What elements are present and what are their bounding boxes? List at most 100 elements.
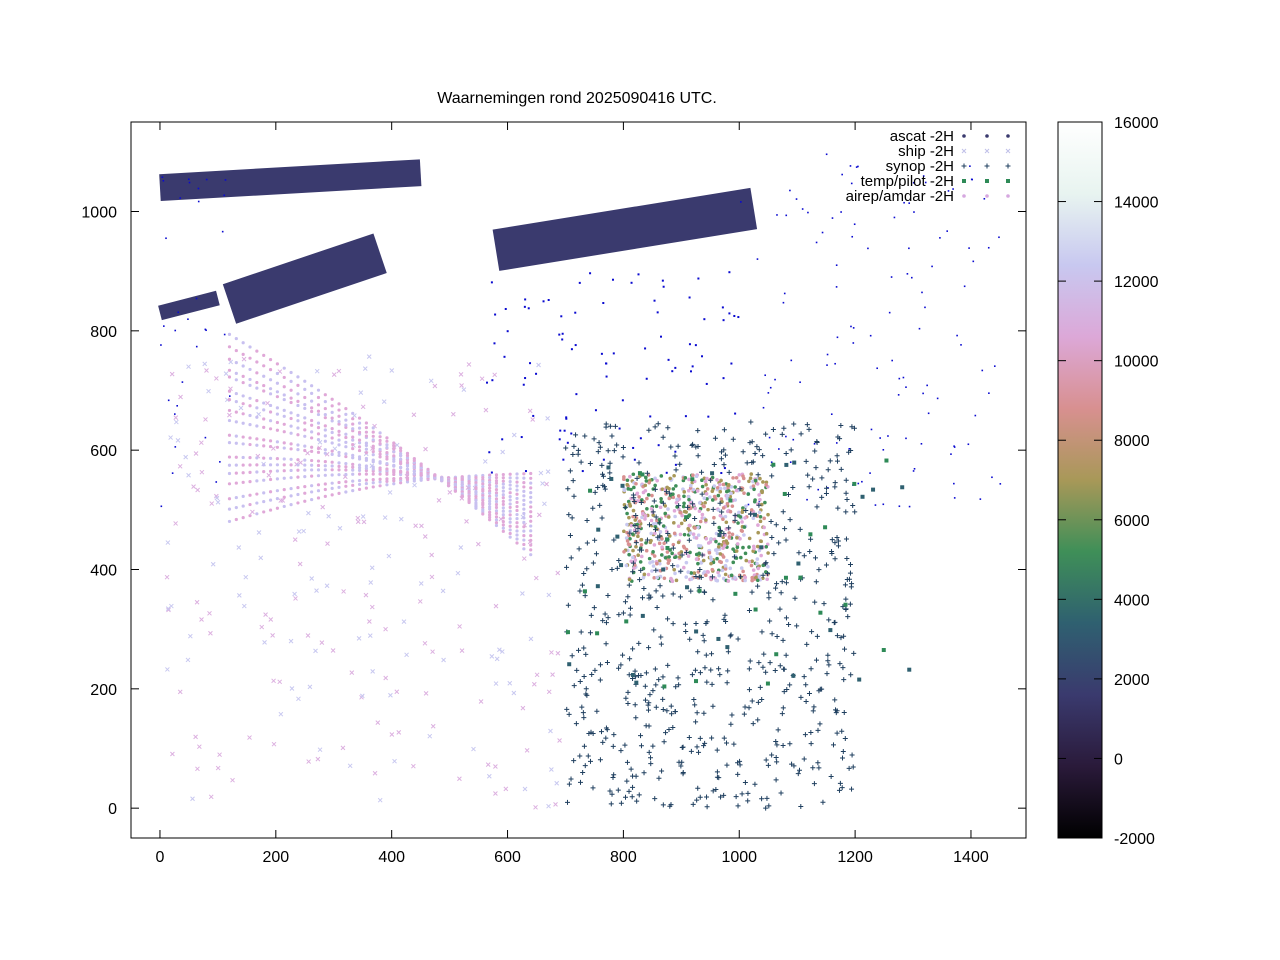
x-axis: 0 200 400 600 800 1000 1200 1400 (156, 122, 989, 866)
synop-point (565, 602, 571, 608)
airep-point (262, 353, 266, 357)
ascat-point (817, 488, 820, 491)
airep-point (337, 468, 341, 472)
synop-point (774, 742, 780, 748)
synop-point (682, 621, 688, 627)
airep-point (649, 531, 653, 536)
ship-point (199, 469, 205, 475)
temp-point (765, 681, 770, 686)
airep-point (651, 522, 656, 526)
airep-point (704, 573, 708, 578)
airep-point (268, 456, 273, 460)
synop-point (748, 511, 754, 517)
synop-point (597, 677, 603, 683)
synop-point (792, 595, 798, 601)
ascat-point (578, 281, 581, 284)
airep-point (357, 455, 362, 459)
airep-point (658, 530, 663, 534)
ascat-point (171, 472, 174, 474)
synop-point (579, 582, 585, 588)
airep-point (641, 511, 645, 516)
airep-point (488, 513, 492, 517)
temp-point (710, 471, 715, 476)
synop-point (607, 423, 613, 429)
airep-point (227, 441, 232, 445)
synop-point (670, 545, 676, 551)
synop-point (581, 715, 587, 721)
synop-point (636, 792, 642, 798)
synop-point (580, 769, 586, 775)
ship-point (422, 640, 428, 646)
ascat-point (697, 277, 700, 280)
airep-point (227, 455, 232, 459)
airep-point (674, 578, 679, 583)
airep-point (741, 474, 745, 478)
synop-point (657, 533, 663, 539)
synop-point (836, 787, 842, 793)
legend-marker (1006, 134, 1010, 138)
airep-point (467, 500, 471, 505)
airep-point (303, 448, 307, 453)
airep-point (337, 402, 341, 406)
airep-point (501, 529, 505, 533)
airep-point (296, 383, 300, 387)
synop-point (566, 512, 572, 518)
temp-point (684, 515, 689, 520)
ship-point (528, 636, 534, 642)
airep-point (508, 494, 512, 499)
ascat-point (770, 461, 773, 464)
airep-point (684, 575, 689, 579)
synop-point (577, 588, 583, 594)
airep-point (289, 416, 293, 421)
airep-point (255, 349, 259, 353)
ascat-point (960, 344, 962, 346)
airep-point (522, 520, 526, 524)
ship-point (428, 378, 434, 384)
ascat-point (924, 181, 927, 184)
synop-point (637, 577, 643, 583)
ship-point (531, 681, 537, 687)
airep-point (670, 551, 674, 556)
ship-point (545, 416, 550, 421)
temp-point (697, 588, 702, 593)
synop-point (746, 687, 752, 693)
airep-point (715, 556, 719, 561)
synop-point (646, 427, 652, 433)
ship-point (486, 773, 492, 779)
ascat-point (589, 272, 592, 275)
airep-point (522, 534, 526, 538)
airep-point (248, 480, 252, 484)
airep-point (488, 473, 492, 477)
synop-point (602, 486, 608, 492)
airep-point (364, 443, 369, 448)
airep-point (405, 453, 410, 458)
ascat-point (594, 409, 597, 412)
airep-point (718, 513, 723, 518)
synop-point (660, 434, 666, 440)
synop-point (660, 696, 666, 702)
ascat-point (602, 458, 605, 461)
airep-point (275, 477, 280, 481)
ship-point (544, 481, 549, 487)
synop-point (828, 774, 834, 780)
airep-point (268, 439, 273, 443)
airep-point (651, 513, 656, 517)
synop-point (727, 633, 733, 639)
ship-point (549, 650, 554, 655)
airep-point (378, 455, 382, 459)
airep-point (351, 427, 355, 431)
airep-point (681, 504, 686, 509)
synop-point (847, 561, 853, 567)
airep-point (681, 487, 685, 491)
ascat-point (674, 366, 677, 369)
airep-point (688, 550, 692, 555)
ascat-point (826, 353, 829, 356)
ship-point (497, 647, 502, 653)
airep-point (323, 424, 327, 428)
ship-point (500, 449, 506, 455)
temp-point (716, 636, 721, 641)
airep-point (364, 447, 369, 451)
airep-point (364, 434, 369, 438)
synop-point (636, 672, 642, 678)
